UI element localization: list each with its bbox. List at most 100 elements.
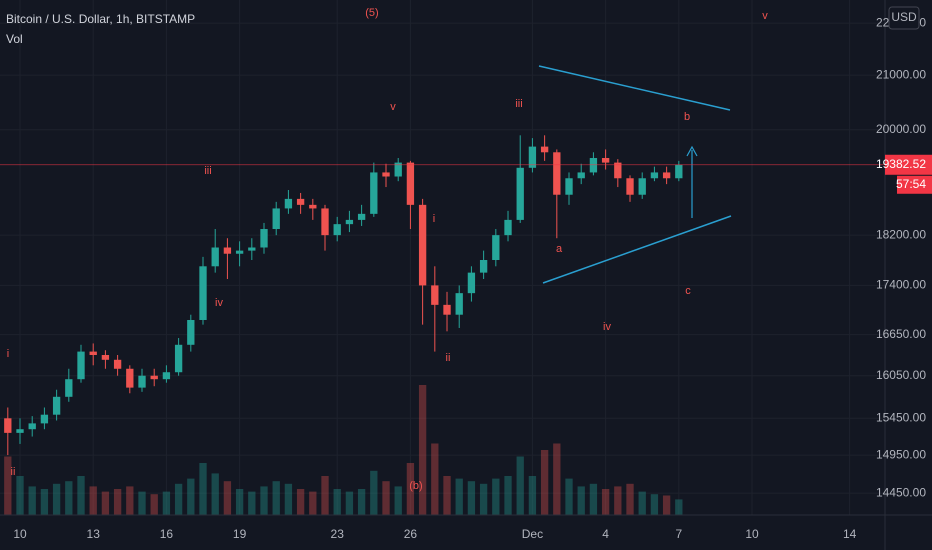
volume-bar: [211, 473, 219, 515]
volume-bar: [162, 491, 171, 515]
candle-body: [309, 204, 317, 209]
volume-bar: [284, 483, 293, 515]
candle-body: [467, 272, 476, 294]
volume-bar: [77, 476, 85, 515]
x-tick-label: 10: [745, 527, 759, 541]
x-tick-label: 4: [602, 527, 609, 541]
volume-bar: [540, 450, 549, 515]
candle-body: [455, 293, 463, 315]
candle-body: [601, 158, 610, 163]
volume-bar: [309, 491, 317, 515]
wave-label: b: [684, 111, 690, 123]
volume-bar: [272, 481, 280, 515]
volume-bar: [382, 481, 390, 515]
wave-label: ii: [446, 352, 451, 364]
candle-body: [565, 178, 573, 195]
x-tick-label: 10: [13, 527, 27, 541]
candle-body: [65, 379, 73, 397]
last-price-box: [885, 154, 932, 175]
candle-body: [16, 429, 24, 433]
candle-body: [40, 414, 49, 424]
candle-body: [235, 250, 244, 254]
candle-body: [370, 172, 378, 214]
trend-line: [542, 215, 732, 284]
countdown-box: [897, 175, 932, 194]
volume-bar: [65, 481, 73, 515]
candle-body: [626, 178, 634, 195]
wave-label: c: [685, 285, 691, 297]
x-tick-label: 19: [233, 527, 247, 541]
volume-bar: [248, 491, 256, 515]
candle-body: [89, 351, 97, 356]
volume-bar: [28, 486, 36, 515]
wave-label: (b): [409, 480, 422, 492]
currency-button[interactable]: USD: [888, 6, 920, 30]
candle-body: [101, 355, 110, 360]
candle-body: [333, 224, 341, 236]
candle-body: [479, 259, 488, 273]
wave-label: i: [7, 348, 9, 360]
candles: [4, 135, 683, 456]
volume-bar: [650, 494, 659, 515]
y-tick-label: 14950.00: [876, 447, 926, 461]
x-tick-label: 7: [675, 527, 682, 541]
candle-body: [345, 219, 354, 225]
candle-body: [406, 162, 415, 205]
candle-body: [150, 375, 158, 380]
volume-bar: [101, 491, 110, 515]
volume-bar: [431, 443, 439, 515]
candle-body: [357, 213, 366, 220]
volume-bar: [601, 489, 610, 515]
volume-bar: [504, 476, 512, 515]
symbol-title: Bitcoin / U.S. Dollar, 1h, BITSTAMP: [6, 12, 195, 26]
volume-bar: [528, 476, 537, 515]
candle-body: [187, 319, 195, 345]
volume-bar: [565, 478, 573, 515]
volume-bar: [467, 481, 476, 515]
currency-label[interactable]: USD: [891, 10, 917, 24]
wave-label: i: [433, 213, 435, 225]
volume-bar: [187, 478, 195, 515]
volume-bar: [223, 481, 232, 515]
volume-bar: [553, 443, 561, 515]
candle-body: [223, 247, 232, 254]
y-tick-label: 17400.00: [876, 278, 926, 292]
volume-bar: [113, 489, 122, 515]
countdown-label: 57:54: [896, 177, 926, 191]
y-tick-label: 20000.00: [876, 122, 926, 136]
x-tick-label: 26: [404, 527, 418, 541]
volume-bar: [492, 478, 500, 515]
candle-body: [443, 304, 451, 315]
candle-body: [77, 351, 85, 380]
button-frame[interactable]: [888, 6, 920, 30]
candle-body: [614, 162, 622, 179]
candle-body: [260, 229, 268, 248]
x-tick-label: 16: [160, 527, 174, 541]
volume-bar: [589, 483, 598, 515]
volume-bar: [40, 489, 49, 515]
volume-bar: [333, 489, 341, 515]
volume-bar: [199, 463, 207, 515]
volume-bar: [150, 494, 158, 515]
volume-bar: [418, 385, 427, 515]
wave-label: (5): [365, 7, 378, 19]
wave-label: v: [390, 101, 396, 113]
candle-body: [138, 375, 146, 388]
volume-bar: [4, 456, 12, 515]
wave-label: iv: [215, 297, 223, 309]
volume-bar: [138, 491, 146, 515]
candle-body: [52, 396, 61, 415]
candle-body: [540, 146, 549, 153]
wave-label: iv: [603, 321, 611, 333]
volume-bar: [89, 486, 97, 515]
y-tick-label: 21000.00: [876, 67, 926, 81]
candle-body: [321, 208, 329, 236]
volume-bar: [357, 489, 366, 515]
wave-label: ii: [11, 466, 16, 478]
candle-body: [492, 235, 500, 260]
candle-body: [394, 162, 402, 177]
y-tick-label: 14450.00: [876, 485, 926, 499]
volume-bar: [174, 483, 183, 515]
